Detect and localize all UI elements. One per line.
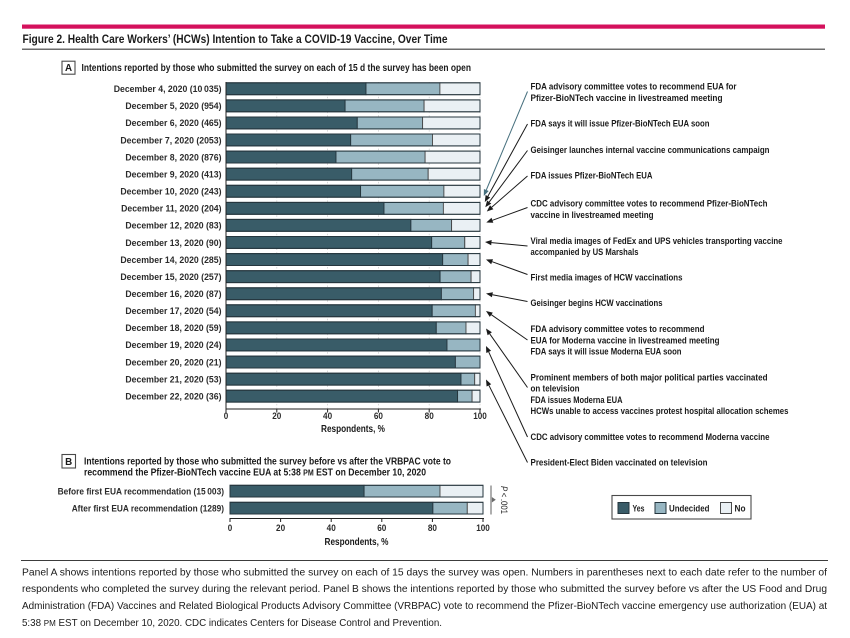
- svg-text:Viral media images of FedEx an: Viral media images of FedEx and UPS vehi…: [531, 236, 783, 247]
- svg-text:December 5, 2020 (954): December 5, 2020 (954): [125, 101, 221, 112]
- svg-text:December 13, 2020 (90): December 13, 2020 (90): [125, 238, 221, 249]
- svg-text:0: 0: [224, 411, 229, 422]
- svg-text:Intentions reported by those w: Intentions reported by those who submitt…: [82, 63, 472, 74]
- svg-text:December 15, 2020 (257): December 15, 2020 (257): [120, 272, 221, 283]
- svg-text:CDC advisory committee votes t: CDC advisory committee votes to recommen…: [531, 432, 770, 443]
- svg-text:Geisinger launches internal va: Geisinger launches internal vaccine comm…: [531, 145, 770, 156]
- svg-text:40: 40: [323, 411, 332, 422]
- svg-text:100: 100: [476, 523, 490, 534]
- svg-text:December 4, 2020 (10 035): December 4, 2020 (10 035): [114, 84, 222, 95]
- svg-text:December 10, 2020 (243): December 10, 2020 (243): [120, 187, 221, 198]
- svg-text:FDA advisory committee votes t: FDA advisory committee votes to recommen…: [531, 82, 737, 93]
- svg-text:FDA issues Moderna EUA: FDA issues Moderna EUA: [531, 395, 623, 406]
- svg-text:Administration (FDA) Vaccines: Administration (FDA) Vaccines and Relate…: [22, 601, 827, 612]
- svg-text:Respondents, %: Respondents, %: [325, 537, 389, 548]
- svg-text:20: 20: [272, 411, 281, 422]
- svg-text:FDA says it will issue Moderna: FDA says it will issue Moderna EUA soon: [531, 347, 682, 358]
- svg-text:Figure 2. Health Care Workers’: Figure 2. Health Care Workers’ (HCWs) In…: [23, 33, 448, 46]
- svg-text:recommend the Pfizer-BioNTech: recommend the Pfizer-BioNTech vaccine EU…: [84, 468, 426, 479]
- svg-text:December 21, 2020 (53): December 21, 2020 (53): [125, 374, 221, 385]
- svg-text:Geisinger begins HCW vaccinati: Geisinger begins HCW vaccinations: [531, 298, 663, 309]
- svg-text:100: 100: [473, 411, 487, 422]
- svg-text:Undecided: Undecided: [669, 504, 710, 515]
- svg-text:Prominent members of both majo: Prominent members of both major politica…: [531, 372, 768, 383]
- svg-text:respondents who completed the: respondents who completed the survey dur…: [22, 584, 827, 595]
- svg-text:No: No: [735, 504, 746, 515]
- svg-text:December 22, 2020 (36): December 22, 2020 (36): [125, 392, 221, 403]
- svg-text:5:38 PM EST on December 10, 20: 5:38 PM EST on December 10, 2020. CDC in…: [22, 618, 442, 629]
- svg-text:80: 80: [428, 523, 437, 534]
- svg-text:President-Elect Biden vaccinat: President-Elect Biden vaccinated on tele…: [531, 457, 708, 468]
- svg-text:FDA issues Pfizer-BioNTech EUA: FDA issues Pfizer-BioNTech EUA: [531, 171, 653, 182]
- svg-text:December 11, 2020 (204): December 11, 2020 (204): [121, 204, 221, 215]
- svg-text:Before first EUA recommendatio: Before first EUA recommendation (15 003): [58, 487, 224, 498]
- svg-text:December 12, 2020 (83): December 12, 2020 (83): [125, 221, 221, 232]
- svg-text:Respondents, %: Respondents, %: [321, 424, 385, 435]
- svg-text:A: A: [65, 63, 72, 74]
- svg-text:December 20, 2020 (21): December 20, 2020 (21): [125, 357, 221, 368]
- svg-text:vaccine in livestreamed meetin: vaccine in livestreamed meeting: [531, 210, 654, 221]
- svg-text:60: 60: [374, 411, 383, 422]
- svg-text:CDC advisory committee votes t: CDC advisory committee votes to recommen…: [531, 199, 768, 210]
- svg-text:December 18, 2020 (59): December 18, 2020 (59): [125, 323, 221, 334]
- svg-text:December 6, 2020 (465): December 6, 2020 (465): [125, 118, 221, 129]
- svg-text:After first EUA recommendation: After first EUA recommendation (1289): [72, 504, 224, 515]
- svg-text:on television: on television: [531, 384, 580, 395]
- svg-text:December 8, 2020 (876): December 8, 2020 (876): [125, 152, 221, 163]
- svg-text:December 9, 2020 (413): December 9, 2020 (413): [125, 169, 221, 180]
- svg-text:40: 40: [327, 523, 336, 534]
- svg-text:December 16, 2020 (87): December 16, 2020 (87): [125, 289, 221, 300]
- svg-text:Pfizer-BioNTech vaccine in liv: Pfizer-BioNTech vaccine in livestreamed …: [531, 93, 723, 104]
- svg-text:December 14, 2020 (285): December 14, 2020 (285): [120, 255, 221, 266]
- svg-text:December 7, 2020 (2053): December 7, 2020 (2053): [120, 135, 221, 146]
- svg-text:Yes: Yes: [633, 504, 645, 515]
- svg-text:December 17, 2020 (54): December 17, 2020 (54): [125, 306, 221, 317]
- svg-text:Intentions reported by those w: Intentions reported by those who submitt…: [84, 456, 451, 467]
- svg-text:EUA for Moderna vaccine in liv: EUA for Moderna vaccine in livestreamed …: [531, 335, 720, 346]
- svg-text:P < .001: P < .001: [499, 486, 509, 514]
- svg-text:0: 0: [228, 523, 233, 534]
- svg-text:FDA says it will issue Pfizer-: FDA says it will issue Pfizer-BioNTech E…: [531, 119, 710, 130]
- svg-text:Panel A shows intentions repor: Panel A shows intentions reported by tho…: [22, 568, 827, 579]
- svg-text:First media images of HCW vacc: First media images of HCW vaccinations: [531, 273, 683, 284]
- svg-text:accompanied by US Marshals: accompanied by US Marshals: [531, 247, 639, 258]
- svg-text:20: 20: [276, 523, 285, 534]
- svg-text:B: B: [65, 457, 72, 468]
- svg-text:FDA advisory committee votes t: FDA advisory committee votes to recommen…: [531, 324, 705, 335]
- svg-text:60: 60: [377, 523, 386, 534]
- svg-text:December 19, 2020 (24): December 19, 2020 (24): [125, 340, 221, 351]
- svg-text:80: 80: [425, 411, 434, 422]
- svg-text:HCWs unable to access vaccines: HCWs unable to access vaccines protest h…: [531, 406, 789, 417]
